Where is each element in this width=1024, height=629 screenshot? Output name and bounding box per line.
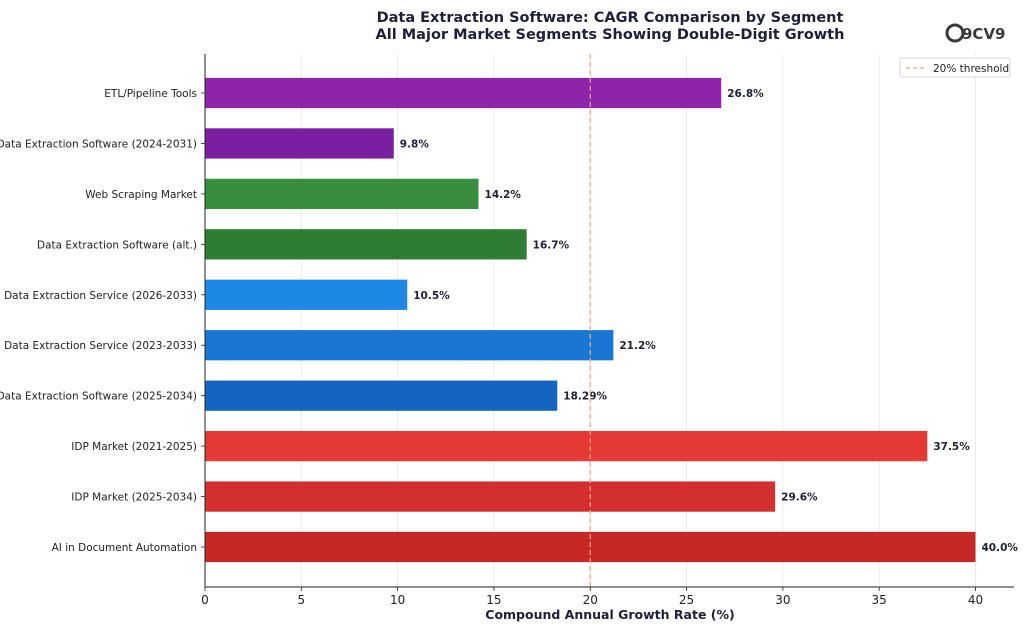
category-label: Web Scraping Market (85, 189, 197, 201)
bar (205, 380, 558, 411)
brand-logo: 9CV9 (945, 23, 1006, 43)
bar (205, 229, 527, 260)
category-label: AI in Document Automation (52, 542, 197, 554)
x-tick-label: 25 (679, 593, 694, 607)
x-tick-label: 0 (201, 593, 209, 607)
x-tick-label: 20 (583, 593, 598, 607)
logo-text: 9CV9 (962, 25, 1006, 43)
category-label: Data Extraction Software (2024-2031) (0, 138, 197, 150)
logo-mark-icon (945, 23, 965, 43)
legend: 20% threshold (899, 57, 1011, 78)
bar-value-label: 10.5% (413, 290, 450, 302)
bar-value-label: 26.8% (727, 88, 764, 100)
category-label: Data Extraction Service (2026-2033) (4, 290, 197, 302)
bar-value-label: 29.6% (781, 492, 818, 504)
x-axis-label: Compound Annual Growth Rate (%) (485, 607, 734, 622)
bar (205, 178, 479, 210)
category-label: Data Extraction Software (2025-2034) (0, 391, 197, 403)
x-tick-label: 35 (872, 593, 887, 607)
category-label: IDP Market (2021-2025) (71, 441, 197, 453)
bars: 26.8% 9.8% 14.2% 16.7% 10.5% 21.2% 18.29% 37.5%… (205, 77, 1018, 563)
bar (205, 128, 394, 159)
x-tick-label: 15 (486, 593, 501, 607)
bar-value-label: 9.8% (400, 138, 430, 150)
legend-label: 20% threshold (933, 63, 1009, 75)
category-label: ETL/Pipeline Tools (104, 88, 197, 100)
bar-value-label: 37.5% (933, 441, 970, 453)
chart-subtitle: All Major Market Segments Showing Double… (376, 27, 845, 43)
category-label: Data Extraction Service (2023-2033) (4, 340, 197, 352)
category-label: Data Extraction Software (alt.) (37, 239, 197, 251)
axes: ETL/Pipeline Tools Data Extraction Softwa… (0, 54, 1014, 607)
chart-title: Data Extraction Software: CAGR Compariso… (377, 10, 844, 26)
bar-value-label: 18.29% (563, 391, 607, 403)
bar-value-label: 16.7% (533, 239, 570, 251)
bar (205, 279, 408, 310)
x-tick-label: 10 (390, 593, 405, 607)
bar-value-label: 40.0% (981, 542, 1018, 554)
bar (205, 430, 928, 462)
x-tick-label: 40 (968, 593, 983, 607)
bar (205, 481, 776, 512)
legend-frame (899, 57, 1011, 78)
bar (205, 77, 722, 109)
x-tick-label: 5 (297, 593, 305, 607)
bar-value-label: 21.2% (619, 340, 656, 352)
x-tick-label: 30 (775, 593, 790, 607)
category-label: IDP Market (2025-2034) (71, 492, 197, 504)
bar (205, 330, 614, 361)
bar-value-label: 14.2% (485, 189, 522, 201)
